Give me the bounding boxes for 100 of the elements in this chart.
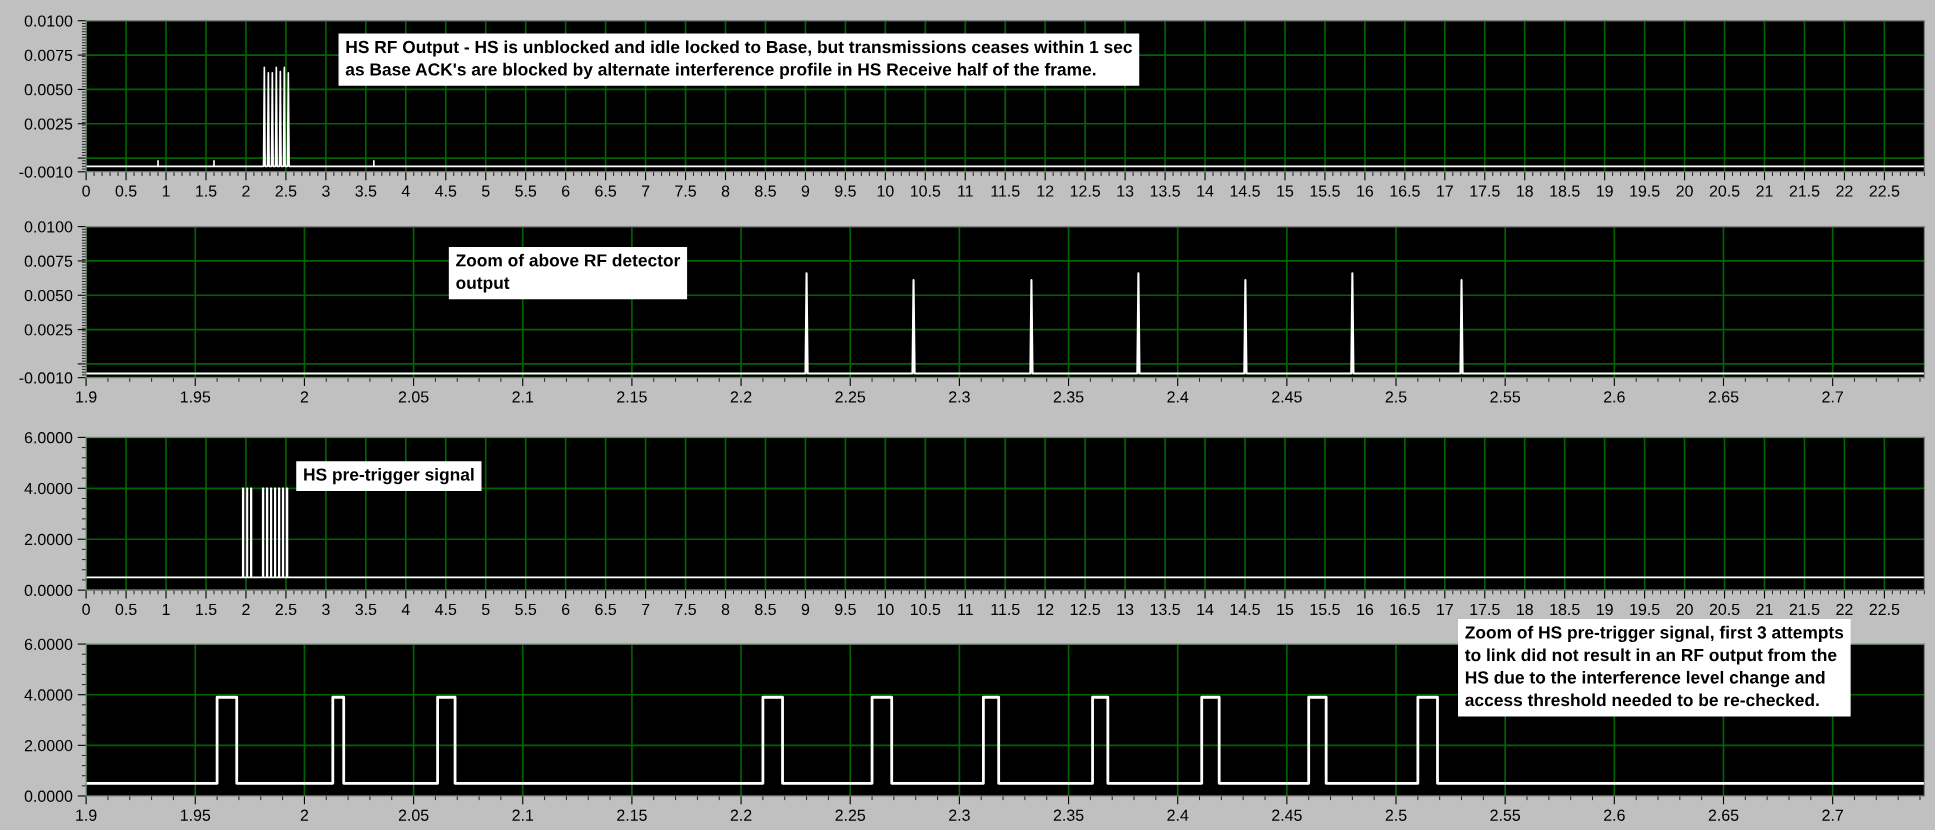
x-tick-label: 17.5 [1470, 603, 1500, 616]
y-tick-label: 0.0100 [24, 15, 73, 27]
y-tick-label: 6.0000 [24, 638, 73, 651]
x-tick-label: 1.5 [196, 185, 217, 197]
x-tick-label: 6 [562, 603, 570, 616]
x-tick-label: 1.9 [76, 391, 97, 403]
x-tick-label: 14.5 [1230, 185, 1260, 197]
x-tick-label: 20.5 [1709, 185, 1740, 197]
y-tick-label: 0.0000 [24, 790, 73, 802]
x-tick-label: 22.5 [1869, 185, 1900, 197]
x-tick-label: 9 [801, 603, 810, 616]
x-tick-label: 2 [242, 603, 250, 615]
x-tick-label: 2.15 [617, 809, 647, 821]
x-tick-label: 2.4 [1167, 391, 1189, 403]
x-tick-label: 15 [1277, 603, 1294, 616]
x-tick-label: 4.5 [435, 185, 457, 197]
x-tick-label: 8 [721, 185, 730, 197]
x-tick-label: 20.5 [1709, 603, 1740, 616]
x-tick-label: 1.9 [76, 809, 97, 821]
x-tick-label: 7.5 [675, 185, 696, 197]
x-tick-label: 2.6 [1604, 391, 1625, 403]
annotation: Zoom of above RF detector output [456, 253, 681, 293]
x-tick-label: 15.5 [1310, 603, 1340, 616]
x-tick-label: 0.5 [115, 185, 137, 197]
annotation: Zoom of HS pre-trigger signal, first 3 attempts to link did not result in an RF output from the HS due to the interference level change and access threshold needed to be re-checked. [1465, 625, 1844, 707]
x-tick-label: 2.7 [1822, 391, 1843, 403]
x-tick-label: 4 [401, 185, 410, 197]
x-tick-label: 2.55 [1490, 809, 1521, 821]
x-tick-label: 22 [1836, 185, 1853, 197]
x-tick-label: 7 [641, 185, 650, 197]
x-tick-label: 19.5 [1630, 185, 1660, 197]
x-tick-label: 2.25 [835, 391, 866, 403]
x-tick-label: 3 [322, 185, 330, 197]
y-tick-label: 0.0100 [24, 221, 73, 233]
x-tick-label: 1 [162, 603, 170, 615]
x-tick-label: 3.5 [355, 185, 377, 197]
x-tick-label: 22 [1836, 603, 1853, 615]
y-tick-label: -0.0010 [19, 372, 73, 384]
x-tick-label: 5 [481, 603, 490, 616]
x-tick-label: 0 [82, 185, 90, 197]
x-tick-label: 12 [1037, 603, 1054, 615]
x-tick-label: 2.5 [1385, 391, 1407, 403]
x-tick-label: 9.5 [835, 603, 856, 616]
x-tick-label: 13 [1117, 185, 1134, 197]
x-tick-label: 20 [1676, 603, 1693, 616]
x-tick-label: 2 [300, 391, 309, 403]
x-tick-label: 19.5 [1630, 603, 1660, 616]
x-tick-label: 2.5 [275, 185, 297, 197]
y-tick-label: 0.0000 [24, 584, 73, 597]
x-tick-label: 12 [1037, 185, 1054, 197]
x-tick-label: 2 [300, 809, 309, 821]
x-tick-label: 13.5 [1150, 603, 1180, 616]
y-tick-label: 2.0000 [24, 739, 73, 752]
x-tick-label: 2.35 [1053, 391, 1084, 403]
x-tick-label: 2.55 [1490, 391, 1521, 403]
x-tick-label: 2.3 [949, 809, 970, 821]
x-tick-label: 8 [721, 603, 730, 616]
x-tick-label: 2.5 [275, 603, 297, 616]
x-tick-label: 14 [1197, 185, 1214, 197]
x-tick-label: 15.5 [1310, 185, 1340, 197]
x-tick-label: 6.5 [595, 185, 617, 197]
x-tick-label: 2.35 [1053, 809, 1084, 821]
x-tick-label: 9 [801, 185, 810, 197]
x-tick-label: 18.5 [1550, 185, 1580, 197]
x-tick-label: 2.7 [1822, 809, 1843, 821]
x-tick-label: 4 [401, 603, 410, 615]
x-tick-label: 6.5 [595, 603, 617, 616]
x-tick-label: 2.65 [1708, 809, 1739, 821]
x-tick-label: 2.5 [1385, 809, 1407, 821]
y-tick-label: -0.0010 [19, 166, 73, 178]
x-tick-label: 4.5 [435, 603, 457, 616]
x-tick-label: 10.5 [910, 603, 941, 616]
x-tick-label: 5.5 [515, 185, 537, 197]
x-tick-label: 3.5 [355, 603, 377, 616]
x-tick-label: 10.5 [910, 185, 941, 197]
x-tick-label: 2.1 [512, 391, 534, 403]
x-tick-label: 11 [958, 603, 973, 615]
y-tick-label: 0.0075 [24, 255, 73, 267]
x-tick-label: 21 [1756, 185, 1773, 197]
x-tick-label: 5 [481, 185, 490, 197]
x-tick-label: 2.2 [730, 809, 752, 821]
x-tick-label: 2 [242, 185, 250, 197]
x-tick-label: 19 [1597, 185, 1613, 197]
x-tick-label: 20 [1676, 185, 1693, 197]
x-tick-label: 13 [1117, 603, 1134, 616]
x-tick-label: 17.5 [1470, 185, 1500, 197]
x-tick-label: 16.5 [1390, 603, 1420, 616]
x-tick-label: 1.5 [196, 603, 217, 616]
x-tick-label: 22.5 [1869, 603, 1900, 616]
x-tick-label: 12.5 [1070, 603, 1101, 616]
x-tick-label: 10 [877, 603, 894, 616]
y-tick-label: 0.0050 [24, 289, 73, 302]
x-tick-label: 21.5 [1789, 185, 1820, 197]
x-tick-label: 18 [1517, 603, 1533, 616]
x-tick-label: 11 [958, 185, 973, 197]
y-tick-label: 6.0000 [24, 432, 73, 444]
x-tick-label: 7.5 [675, 603, 696, 616]
x-tick-label: 18.5 [1550, 603, 1580, 616]
x-tick-label: 2.65 [1708, 391, 1739, 403]
x-tick-label: 15 [1277, 185, 1294, 197]
